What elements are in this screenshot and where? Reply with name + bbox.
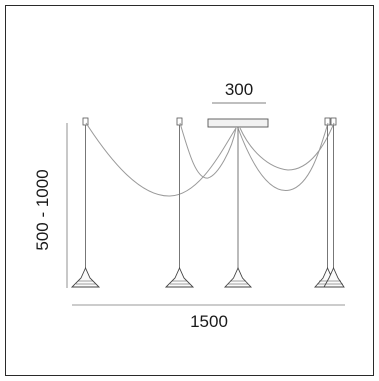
connecting-cables <box>85 122 335 197</box>
height-dimension: 500 - 1000 <box>33 123 68 288</box>
top-dimension-label: 300 <box>225 80 253 99</box>
vertical-cables <box>85 125 334 270</box>
cable-4 <box>239 122 335 171</box>
cable-1 <box>85 122 237 197</box>
hook-2 <box>176 117 183 126</box>
lamp-shade-3 <box>223 266 253 288</box>
lamp-shade-2 <box>164 266 195 288</box>
top-dimension: 300 <box>212 80 266 104</box>
height-dimension-label: 500 - 1000 <box>33 169 52 250</box>
bottom-dimension-label: 1500 <box>190 312 228 331</box>
cable-2 <box>179 122 237 179</box>
lamp-shades <box>70 266 345 288</box>
lamp-shade-ribs <box>76 280 343 285</box>
cable-3 <box>237 122 329 191</box>
drawing-frame <box>5 5 374 376</box>
ceiling-canopy <box>207 118 269 128</box>
lamp-shade-5 <box>323 266 345 288</box>
lamp-shade-1 <box>70 266 101 288</box>
hook-1 <box>82 117 89 126</box>
bottom-dimension: 1500 <box>72 304 345 331</box>
